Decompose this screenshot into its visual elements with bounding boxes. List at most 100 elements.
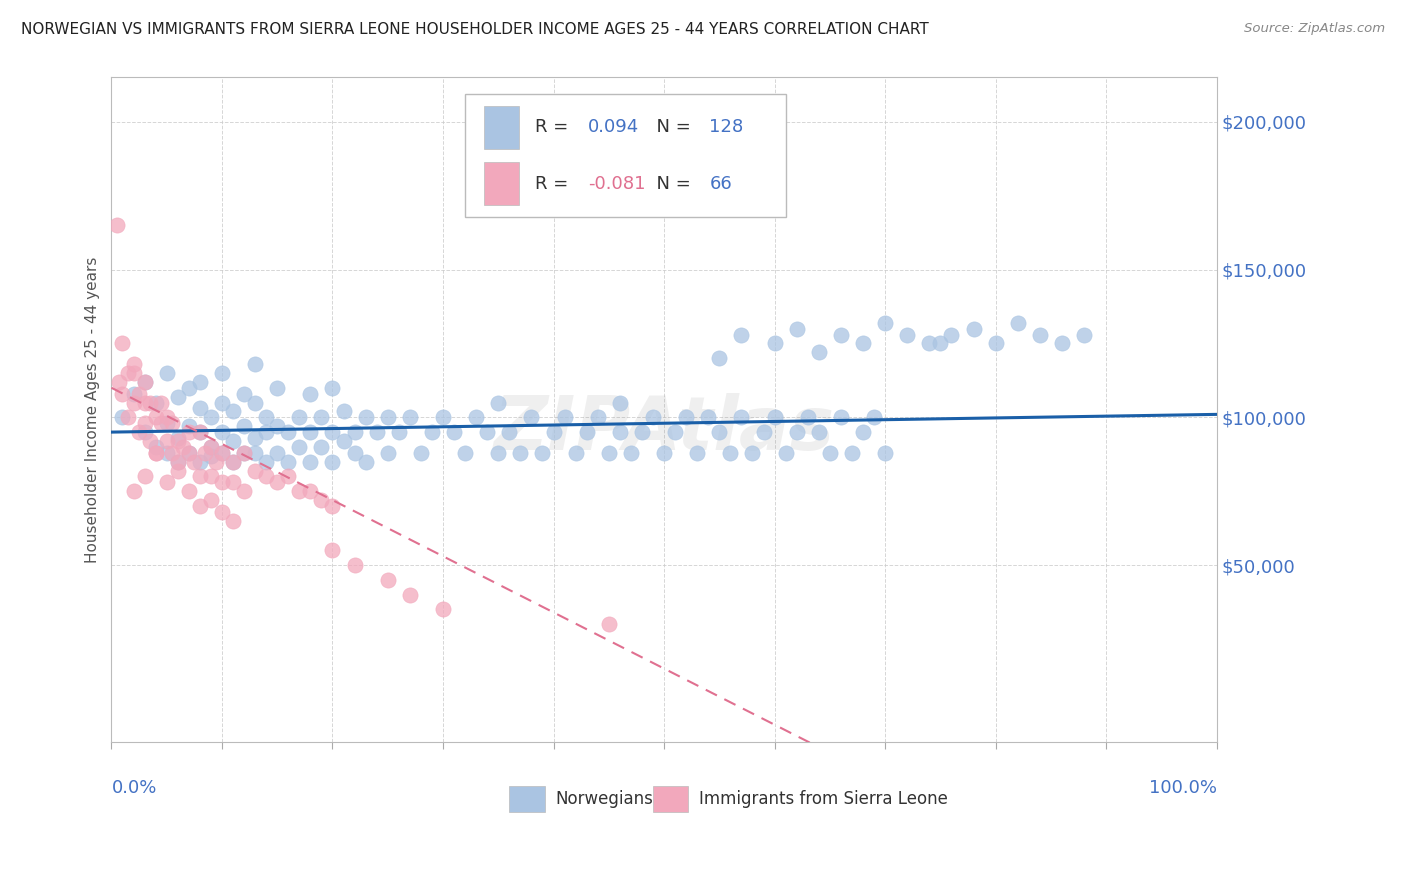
Point: [145, 395, 167, 409]
Text: -0.081: -0.081: [588, 175, 645, 193]
Point: [145, 446, 167, 460]
Point: [311, 440, 333, 454]
Point: [177, 419, 200, 434]
Point: [160, 416, 183, 430]
Point: [288, 440, 311, 454]
Bar: [484, 106, 519, 149]
Point: [166, 431, 188, 445]
Point: [718, 446, 741, 460]
Point: [420, 425, 443, 439]
Point: [697, 410, 720, 425]
Point: [896, 327, 918, 342]
Point: [211, 505, 233, 519]
Point: [233, 386, 256, 401]
Point: [586, 410, 609, 425]
Point: [929, 336, 952, 351]
Point: [543, 425, 565, 439]
Point: [222, 455, 245, 469]
Point: [200, 469, 222, 483]
Point: [108, 375, 131, 389]
Point: [730, 410, 752, 425]
Point: [343, 425, 366, 439]
Point: [134, 416, 156, 430]
Point: [409, 446, 432, 460]
Point: [233, 419, 256, 434]
Point: [166, 390, 188, 404]
Point: [288, 484, 311, 499]
Point: [117, 410, 139, 425]
Point: [1029, 327, 1052, 342]
Point: [465, 410, 488, 425]
Point: [830, 327, 852, 342]
Point: [145, 446, 167, 460]
Point: [299, 455, 322, 469]
Point: [388, 425, 411, 439]
Point: [188, 425, 211, 439]
Y-axis label: Householder Income Ages 25 - 44 years: Householder Income Ages 25 - 44 years: [86, 257, 100, 563]
Point: [156, 475, 179, 490]
Point: [233, 446, 256, 460]
Point: [775, 446, 797, 460]
Point: [117, 366, 139, 380]
Point: [354, 410, 377, 425]
Point: [222, 514, 245, 528]
Point: [111, 410, 134, 425]
Point: [486, 395, 509, 409]
Point: [200, 449, 222, 463]
Text: N =: N =: [645, 119, 697, 136]
Point: [1073, 327, 1095, 342]
Text: 0.0%: 0.0%: [111, 779, 157, 797]
Point: [852, 336, 875, 351]
Point: [398, 588, 420, 602]
Point: [620, 446, 643, 460]
Point: [432, 410, 454, 425]
Point: [709, 425, 731, 439]
Point: [177, 425, 200, 439]
Point: [443, 425, 465, 439]
Point: [166, 463, 188, 477]
Point: [145, 410, 167, 425]
Point: [321, 543, 343, 558]
Point: [841, 446, 863, 460]
Point: [233, 484, 256, 499]
Point: [807, 345, 830, 359]
Point: [211, 395, 233, 409]
Point: [243, 395, 266, 409]
Point: [321, 455, 343, 469]
Point: [311, 493, 333, 508]
Point: [564, 446, 586, 460]
Point: [763, 336, 786, 351]
Point: [454, 446, 477, 460]
Point: [277, 425, 299, 439]
Point: [1007, 316, 1029, 330]
Point: [156, 366, 179, 380]
Point: [122, 386, 145, 401]
Point: [134, 375, 156, 389]
Text: R =: R =: [534, 119, 574, 136]
Point: [354, 455, 377, 469]
Point: [211, 475, 233, 490]
Point: [233, 446, 256, 460]
Point: [200, 410, 222, 425]
Point: [366, 425, 388, 439]
Point: [1050, 336, 1073, 351]
Point: [188, 469, 211, 483]
Point: [188, 499, 211, 513]
Point: [243, 357, 266, 371]
Point: [641, 410, 664, 425]
Point: [177, 484, 200, 499]
Bar: [484, 162, 519, 205]
Text: 100.0%: 100.0%: [1149, 779, 1216, 797]
Point: [709, 351, 731, 366]
Point: [807, 425, 830, 439]
Text: 0.094: 0.094: [588, 119, 638, 136]
Point: [321, 425, 343, 439]
Point: [598, 617, 620, 632]
Point: [134, 395, 156, 409]
Point: [188, 401, 211, 416]
Point: [852, 425, 875, 439]
FancyBboxPatch shape: [465, 94, 786, 217]
Point: [277, 469, 299, 483]
Point: [122, 357, 145, 371]
Point: [675, 410, 697, 425]
